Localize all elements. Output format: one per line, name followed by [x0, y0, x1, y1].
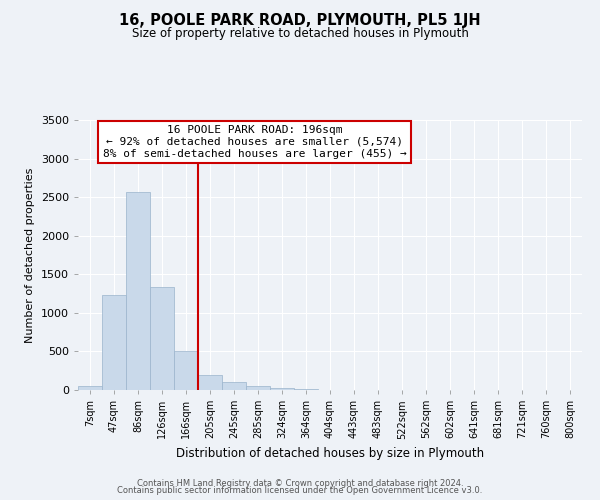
Bar	[102, 295, 126, 390]
Bar	[150, 286, 174, 390]
Text: 16, POOLE PARK ROAD, PLYMOUTH, PL5 1JH: 16, POOLE PARK ROAD, PLYMOUTH, PL5 1JH	[119, 12, 481, 28]
Y-axis label: Number of detached properties: Number of detached properties	[25, 168, 35, 342]
Bar	[78, 386, 102, 390]
Text: Contains HM Land Registry data © Crown copyright and database right 2024.: Contains HM Land Registry data © Crown c…	[137, 478, 463, 488]
Bar	[270, 388, 294, 390]
Bar	[198, 374, 222, 390]
Text: Contains public sector information licensed under the Open Government Licence v3: Contains public sector information licen…	[118, 486, 482, 495]
X-axis label: Distribution of detached houses by size in Plymouth: Distribution of detached houses by size …	[176, 447, 484, 460]
Bar	[294, 389, 318, 390]
Text: Size of property relative to detached houses in Plymouth: Size of property relative to detached ho…	[131, 28, 469, 40]
Bar	[222, 382, 246, 390]
Bar	[174, 352, 198, 390]
Text: 16 POOLE PARK ROAD: 196sqm
← 92% of detached houses are smaller (5,574)
8% of se: 16 POOLE PARK ROAD: 196sqm ← 92% of deta…	[103, 126, 406, 158]
Bar	[126, 192, 150, 390]
Bar	[246, 386, 270, 390]
